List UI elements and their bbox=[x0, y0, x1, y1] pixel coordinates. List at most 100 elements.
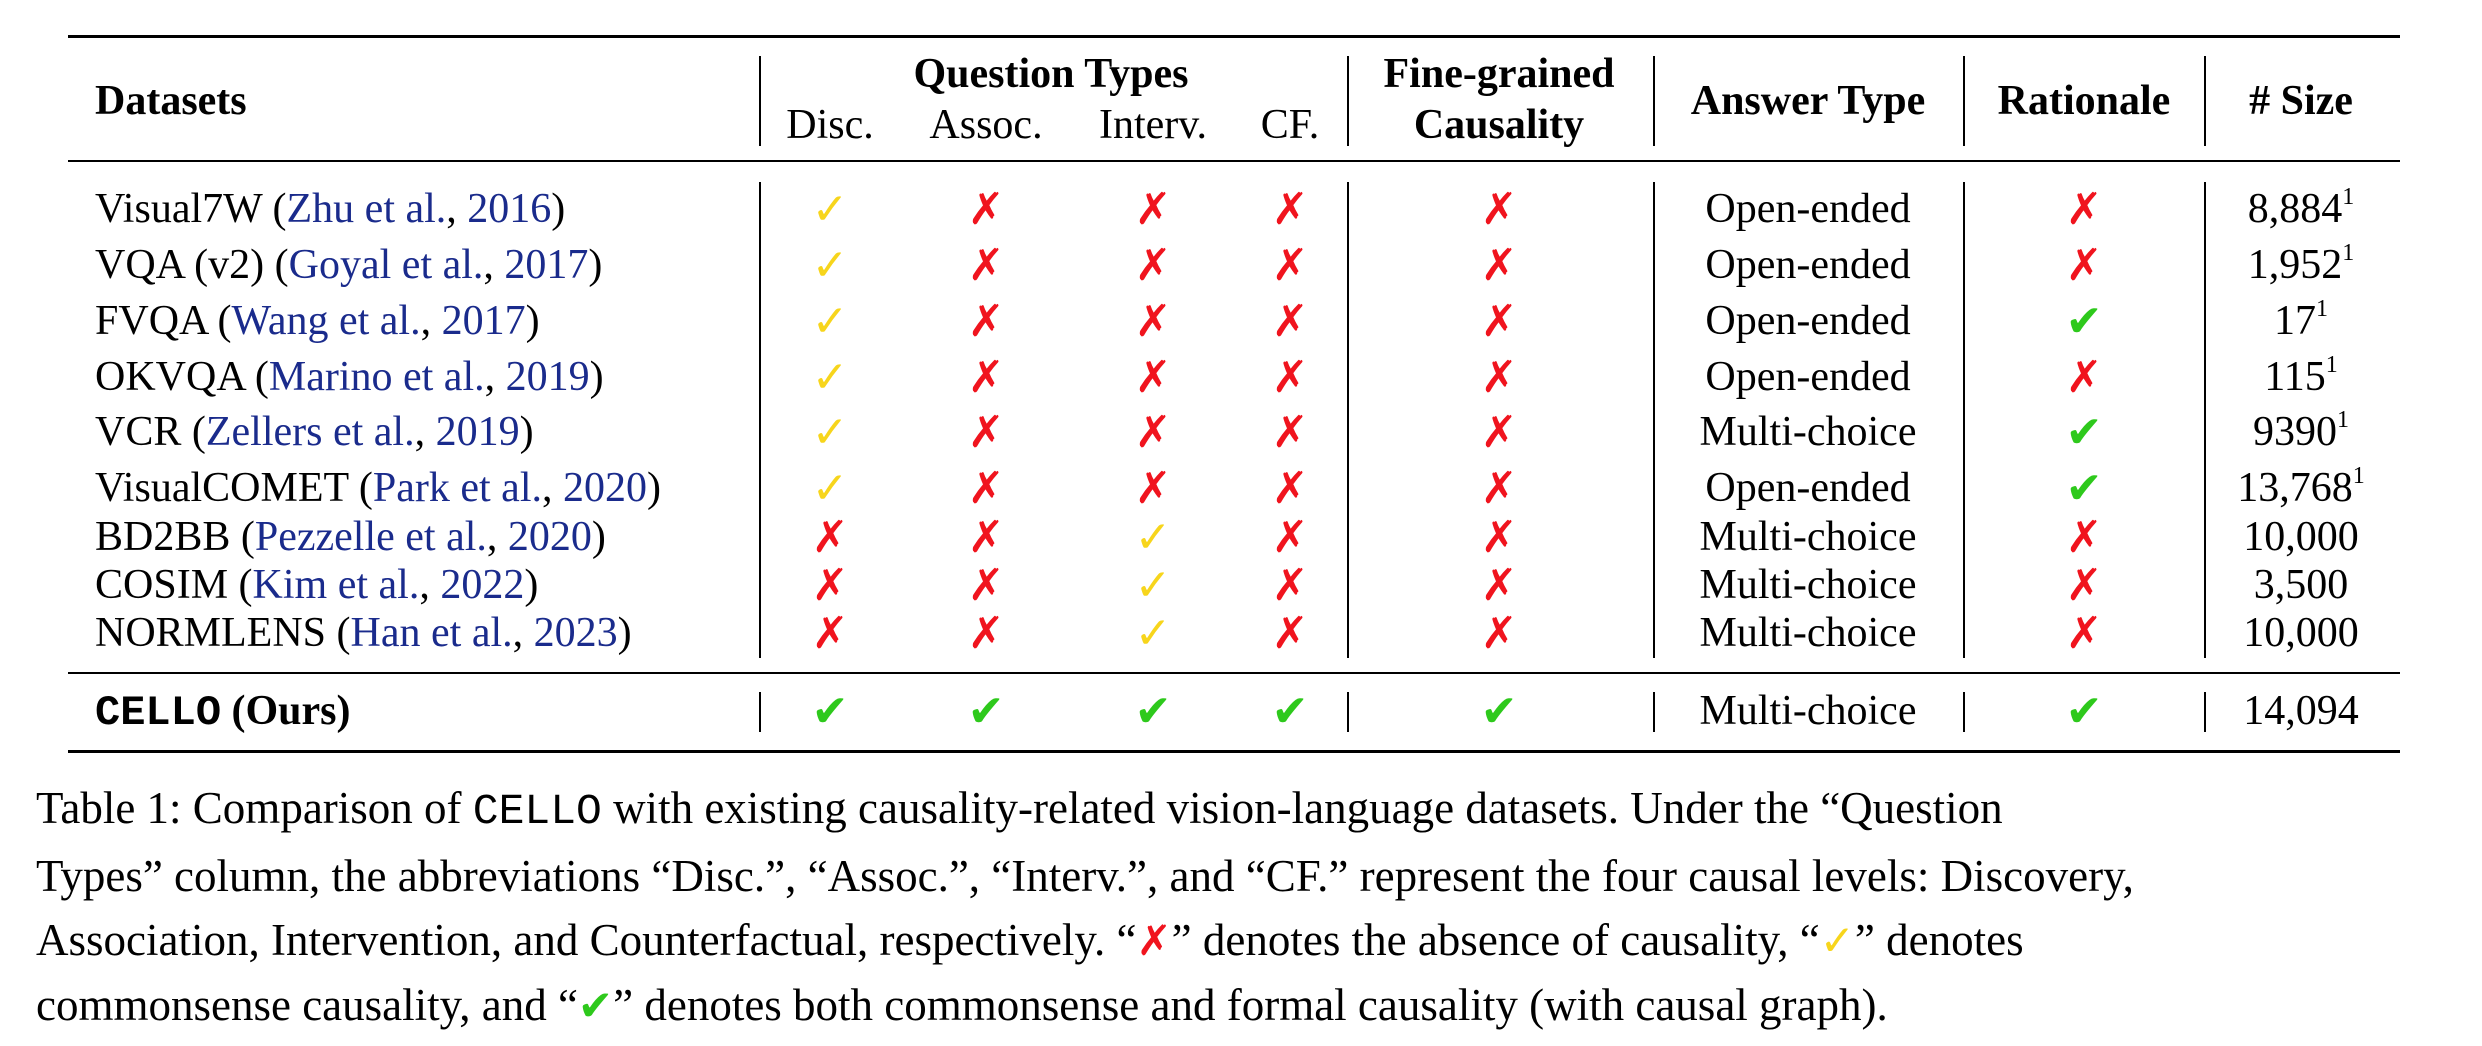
citation-author-link[interactable]: Marino et al. bbox=[268, 354, 485, 400]
size-value: 10,000 bbox=[2243, 514, 2359, 560]
citation-close: ) bbox=[589, 354, 604, 400]
cross-mark-icon: ✗ bbox=[1136, 916, 1172, 965]
cross-mark-icon: ✗ bbox=[1271, 608, 1309, 659]
cross-mark-icon: ✗ bbox=[967, 352, 1005, 403]
cross-mark-icon: ✗ bbox=[967, 184, 1005, 235]
citation-comma: , bbox=[414, 409, 436, 455]
check-mark-icon: ✓ bbox=[1134, 512, 1172, 563]
cross-mark-icon: ✗ bbox=[811, 608, 849, 659]
citation-open: ( bbox=[348, 465, 373, 511]
citation-author-link[interactable]: Park et al. bbox=[372, 465, 542, 511]
citation-year-link[interactable]: 2017 bbox=[441, 298, 526, 344]
header-rule bbox=[68, 160, 2400, 162]
cross-mark-icon: ✗ bbox=[811, 560, 849, 611]
header-interv: Interv. bbox=[1098, 102, 1208, 148]
size-footnote-mark: 1 bbox=[2342, 240, 2355, 266]
col-divider bbox=[2204, 56, 2206, 146]
header-fine-grained: Fine-grained bbox=[1383, 51, 1615, 97]
size-value: 115 bbox=[2264, 354, 2326, 400]
cross-mark-icon: ✗ bbox=[811, 512, 849, 563]
citation-author-link[interactable]: Wang et al. bbox=[231, 298, 421, 344]
bottom-rule bbox=[68, 750, 2400, 753]
dataset-name: BD2BB bbox=[95, 514, 231, 560]
col-divider bbox=[1653, 692, 1655, 732]
dataset-name-cell: COSIM (Kim et al., 2022) bbox=[95, 564, 538, 606]
size-footnote-mark: 1 bbox=[2342, 184, 2355, 210]
citation-year-link[interactable]: 2017 bbox=[504, 242, 589, 288]
ours-size: 14,094 bbox=[2243, 688, 2359, 734]
caption-line: commonsense causality, and “✔” denotes b… bbox=[36, 980, 1888, 1030]
answer-type-cell: Open-ended bbox=[1705, 186, 1911, 232]
size-value: 10,000 bbox=[2243, 610, 2359, 656]
citation-close: ) bbox=[525, 298, 540, 344]
ours-dataset-name: CELLO (Ours) bbox=[95, 690, 351, 734]
citation-close: ) bbox=[617, 610, 632, 656]
heavy-check-mark-icon: ✔ bbox=[1480, 686, 1518, 737]
answer-type-cell: Open-ended bbox=[1705, 298, 1911, 344]
check-mark-icon: ✓ bbox=[811, 352, 849, 403]
citation-year-link[interactable]: 2019 bbox=[505, 354, 590, 400]
citation-comma: , bbox=[483, 242, 505, 288]
citation-open: ( bbox=[244, 354, 269, 400]
col-divider bbox=[1347, 56, 1349, 146]
citation-author-link[interactable]: Goyal et al. bbox=[288, 242, 484, 288]
dataset-name-cell: VQA (v2) (Goyal et al., 2017) bbox=[95, 244, 602, 286]
citation-close: ) bbox=[588, 242, 603, 288]
citation-open: ( bbox=[207, 298, 232, 344]
citation-author-link[interactable]: Han et al. bbox=[350, 610, 513, 656]
citation-open: ( bbox=[181, 409, 206, 455]
cross-mark-icon: ✗ bbox=[967, 608, 1005, 659]
header-size: # Size bbox=[2249, 78, 2353, 124]
heavy-check-mark-icon: ✔ bbox=[2065, 296, 2103, 347]
col-divider bbox=[759, 182, 761, 658]
citation-year-link[interactable]: 2016 bbox=[467, 186, 552, 232]
answer-type-cell: Multi-choice bbox=[1699, 409, 1917, 455]
citation-author-link[interactable]: Zhu et al. bbox=[286, 186, 447, 232]
header-disc: Disc. bbox=[786, 102, 874, 148]
citation-open: ( bbox=[262, 186, 287, 232]
heavy-check-mark-icon: ✔ bbox=[577, 981, 614, 1030]
cross-mark-icon: ✗ bbox=[1271, 184, 1309, 235]
cross-mark-icon: ✗ bbox=[1480, 608, 1518, 659]
col-divider bbox=[759, 56, 761, 146]
size-cell: 10,000 bbox=[2243, 516, 2359, 558]
header-assoc: Assoc. bbox=[929, 102, 1043, 148]
cross-mark-icon: ✗ bbox=[1480, 184, 1518, 235]
size-footnote-mark: 1 bbox=[2325, 352, 2338, 378]
cross-mark-icon: ✗ bbox=[1480, 560, 1518, 611]
dataset-name-cell: Visual7W (Zhu et al., 2016) bbox=[95, 188, 565, 230]
cross-mark-icon: ✗ bbox=[1271, 352, 1309, 403]
dataset-name-cell: BD2BB (Pezzelle et al., 2020) bbox=[95, 516, 606, 558]
header-question-types: Question Types bbox=[913, 51, 1189, 97]
size-footnote-mark: 1 bbox=[2316, 296, 2328, 322]
heavy-check-mark-icon: ✔ bbox=[2065, 407, 2103, 458]
citation-year-link[interactable]: 2019 bbox=[435, 409, 520, 455]
citation-author-link[interactable]: Kim et al. bbox=[252, 562, 420, 608]
header-rationale: Rationale bbox=[1997, 78, 2171, 124]
size-cell: 8,8841 bbox=[2248, 185, 2355, 230]
citation-year-link[interactable]: 2023 bbox=[533, 610, 618, 656]
citation-year-link[interactable]: 2022 bbox=[440, 562, 525, 608]
cross-mark-icon: ✗ bbox=[1134, 352, 1172, 403]
size-footnote-mark: 1 bbox=[2352, 463, 2365, 489]
check-mark-icon: ✓ bbox=[811, 184, 849, 235]
cross-mark-icon: ✗ bbox=[1134, 407, 1172, 458]
cross-mark-icon: ✗ bbox=[967, 296, 1005, 347]
answer-type-cell: Multi-choice bbox=[1699, 514, 1917, 560]
citation-year-link[interactable]: 2020 bbox=[562, 465, 647, 511]
citation-comma: , bbox=[541, 465, 563, 511]
answer-type-cell: Open-ended bbox=[1705, 465, 1911, 511]
citation-comma: , bbox=[486, 514, 508, 560]
check-mark-icon: ✓ bbox=[811, 407, 849, 458]
cross-mark-icon: ✗ bbox=[2065, 352, 2103, 403]
cross-mark-icon: ✗ bbox=[1271, 296, 1309, 347]
cross-mark-icon: ✗ bbox=[2065, 240, 2103, 291]
citation-author-link[interactable]: Zellers et al. bbox=[205, 409, 415, 455]
header-datasets: Datasets bbox=[95, 78, 247, 124]
citation-year-link[interactable]: 2020 bbox=[507, 514, 592, 560]
heavy-check-mark-icon: ✔ bbox=[2065, 463, 2103, 514]
cross-mark-icon: ✗ bbox=[1271, 512, 1309, 563]
citation-author-link[interactable]: Pezzelle et al. bbox=[254, 514, 487, 560]
caption-line: Association, Intervention, and Counterfa… bbox=[36, 915, 2024, 965]
answer-type-cell: Open-ended bbox=[1705, 354, 1911, 400]
